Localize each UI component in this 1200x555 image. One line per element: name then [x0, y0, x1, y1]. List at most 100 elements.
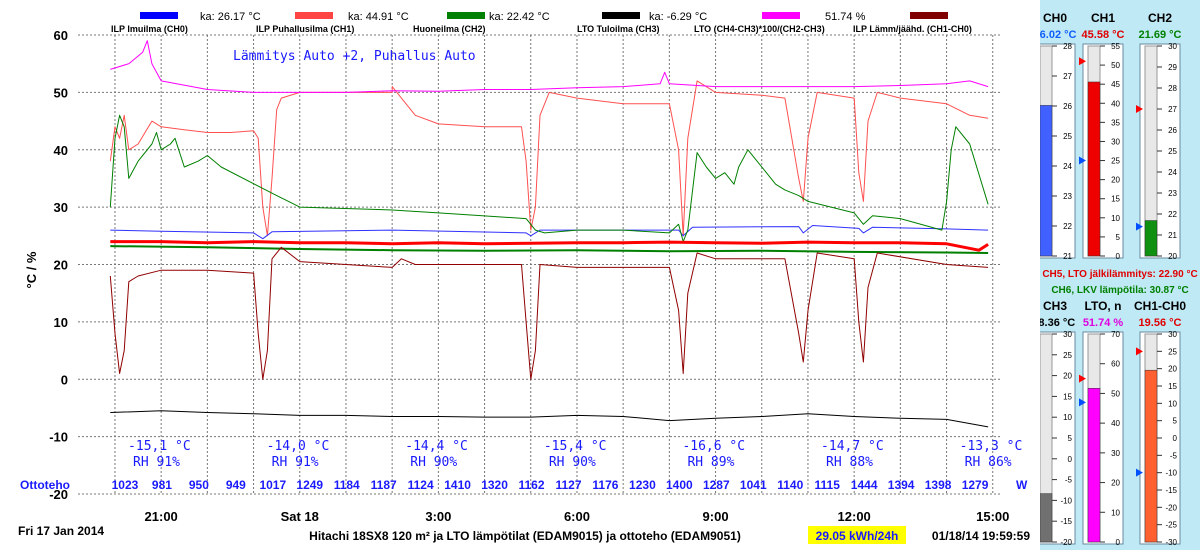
- ottoteho-unit: W: [1016, 478, 1028, 492]
- gauge-tick-label: 30: [1168, 42, 1177, 51]
- gauge-tick-label: 25: [1063, 351, 1072, 360]
- legend-name: ILP Puhallusilma (CH1): [256, 24, 354, 34]
- gauge-tick-label: 0: [1116, 538, 1121, 547]
- gauge-value: 45.58 °C: [1082, 29, 1125, 41]
- gauge-tick-label: 30: [1111, 137, 1120, 146]
- outdoor-temp: -14,0 °C: [267, 439, 330, 454]
- gauge-tick-label: -25: [1165, 521, 1177, 530]
- ottoteho-value: 1398: [925, 478, 952, 492]
- ottoteho-label: Ottoteho: [20, 478, 70, 492]
- gauge-value: 19.56 °C: [1139, 317, 1182, 329]
- ottoteho-value: 1140: [777, 478, 803, 492]
- legend-value: ka: 26.17 °C: [200, 11, 261, 23]
- ottoteho-value: 949: [226, 478, 246, 492]
- gauge-tick-label: 25: [1111, 157, 1120, 166]
- gauge-tick-label: 23: [1168, 189, 1177, 198]
- y-tick-label: 40: [54, 143, 68, 158]
- gauge-tick-label: 50: [1111, 389, 1120, 398]
- setpoint-marker-blue: [1136, 222, 1143, 231]
- x-tick-label: 15:00: [976, 509, 1009, 524]
- gauge-tick-label: 27: [1063, 72, 1072, 81]
- x-tick-label: 3:00: [425, 509, 451, 524]
- ottoteho-value: 1249: [296, 478, 323, 492]
- gauge-tick-label: 27: [1168, 105, 1177, 114]
- gauge-fill: [1144, 220, 1158, 257]
- gauge-value: -8.36 °C: [1040, 317, 1075, 329]
- legend-value: ka: 22.42 °C: [489, 11, 550, 23]
- date-label: Fri 17 Jan 2014: [18, 524, 104, 538]
- gauge-tick-label: -20: [1165, 503, 1177, 512]
- ottoteho-value: 1184: [334, 478, 360, 492]
- gauge-tick-label: 70: [1111, 330, 1120, 339]
- gauge-tick-label: 25: [1168, 347, 1177, 356]
- gauge-tick-label: 23: [1063, 192, 1072, 201]
- ottoteho-value: 1279: [962, 478, 989, 492]
- gauge-tick-label: 15: [1168, 382, 1177, 391]
- x-tick-label: 9:00: [703, 509, 729, 524]
- y-tick-label: 10: [54, 315, 68, 330]
- gauge-value: 26.02 °C: [1040, 29, 1077, 41]
- outdoor-temp: -14,4 °C: [405, 439, 468, 454]
- footer-title: Hitachi 18SX8 120 m² ja LTO lämpötilat (…: [309, 529, 741, 543]
- series-line: [109, 80, 989, 237]
- gauge-tick-label: -10: [1060, 496, 1072, 505]
- gauge-label: CH1-CH0: [1134, 299, 1186, 313]
- legend-name: Huoneilma (CH2): [413, 24, 486, 34]
- gauge-tick-label: 30: [1168, 330, 1177, 339]
- series-line: [110, 40, 989, 93]
- outdoor-temp: -15,1 °C: [128, 439, 191, 454]
- outdoor-rh: RH 90%: [549, 455, 596, 470]
- gauge-tick-label: 20: [1168, 365, 1177, 374]
- ottoteho-value: 1320: [481, 478, 508, 492]
- ottoteho-value: 981: [152, 478, 172, 492]
- gauge-tick-label: -15: [1165, 486, 1177, 495]
- gauge-label: LTO, n: [1085, 299, 1122, 313]
- gauge-tick-label: 15: [1063, 392, 1072, 401]
- gauge-tick-label: -5: [1065, 476, 1073, 485]
- outdoor-rh: RH 86%: [965, 455, 1012, 470]
- gauge-tick-label: 5: [1116, 233, 1121, 242]
- legend-swatch: [447, 12, 485, 19]
- gauge-tick-label: -10: [1165, 469, 1177, 478]
- x-tick-label: Sat 18: [281, 509, 319, 524]
- outdoor-temp: -15,4 °C: [544, 439, 607, 454]
- gauge-tick-label: 22: [1063, 222, 1072, 231]
- legend-name: ILP Lämm/jäähd. (CH1-CH0): [853, 24, 972, 34]
- gauge-tick-label: 50: [1111, 61, 1120, 70]
- energy-highlight: [808, 526, 906, 544]
- gauge-tick-label: -20: [1060, 538, 1072, 547]
- gauge-tick-label: 0: [1068, 455, 1073, 464]
- gauge-tick-label: -30: [1165, 538, 1177, 547]
- ottoteho-value: 1287: [703, 478, 730, 492]
- y-tick-label: 60: [54, 28, 68, 43]
- gauge-tick-label: 30: [1063, 330, 1072, 339]
- gauge-tick-label: 25: [1063, 132, 1072, 141]
- chart-panel: -20 -10 0 10 20 30 40 50 60 21:00 Sat 18 3:00 6:00 9:…: [18, 11, 1161, 544]
- y-tick-label: 20: [54, 258, 68, 273]
- ottoteho-value: 1400: [666, 478, 693, 492]
- setpoint-marker-red: [1136, 347, 1143, 356]
- gauge-tick-label: 15: [1111, 195, 1120, 204]
- ottoteho-value: 1410: [444, 478, 471, 492]
- legend-name: LTO (CH4-CH3)*100/(CH2-CH3): [694, 24, 825, 34]
- outdoor-rh: RH 89%: [687, 455, 734, 470]
- gauge-panel: CH0 26.02 °C 21 22 23 24 25 26 27 28 CH1 45.58 °C 0 5…: [1031, 0, 1200, 550]
- gauge-tick-label: 20: [1111, 176, 1120, 185]
- gauge-tick-label: 0: [1116, 252, 1121, 261]
- series-line: [110, 245, 989, 254]
- gauge-tick-label: 10: [1111, 214, 1120, 223]
- ottoteho-value: 1162: [518, 478, 544, 492]
- ottoteho-value: 1187: [371, 478, 397, 492]
- y-axis-label: °C / %: [24, 251, 39, 288]
- y-tick-label: 30: [54, 200, 68, 215]
- gauge-tick-label: 10: [1063, 413, 1072, 422]
- legend-value: 51.74 %: [825, 11, 866, 23]
- setpoint-marker-red: [1079, 374, 1086, 383]
- gauge-tick-label: 40: [1111, 99, 1120, 108]
- ottoteho-value: 1124: [408, 478, 434, 492]
- gauge-tick-label: 35: [1111, 118, 1120, 127]
- gauge-tick-label: 26: [1063, 102, 1072, 111]
- outdoor-rh: RH 90%: [410, 455, 457, 470]
- mode-annotation: Lämmitys Auto +2, Puhallus Auto: [233, 49, 476, 64]
